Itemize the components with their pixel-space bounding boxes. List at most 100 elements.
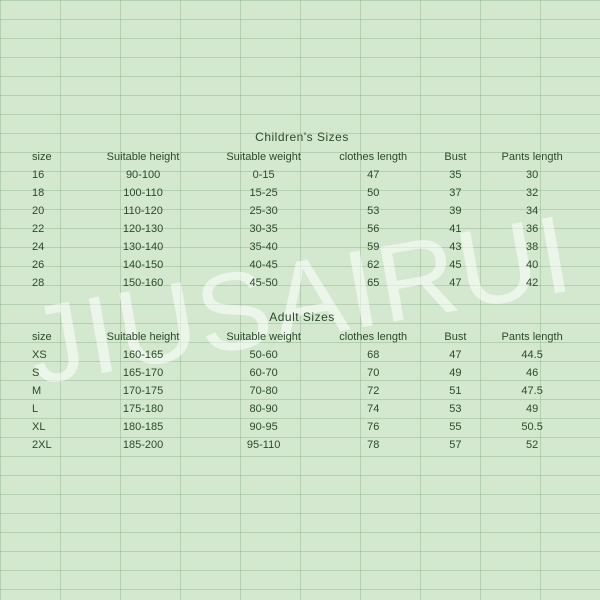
table-cell: 35 [423, 166, 489, 184]
table-row: 2XL185-20095-110785752 [28, 436, 576, 454]
table-cell: 80-90 [203, 400, 324, 418]
table-cell: 47 [423, 274, 489, 292]
table-cell: 35-40 [203, 238, 324, 256]
col-header: Bust [423, 148, 489, 166]
table-cell: 74 [324, 400, 423, 418]
table-cell: 53 [423, 400, 489, 418]
table-cell: 47 [423, 346, 489, 364]
table-cell: 53 [324, 202, 423, 220]
table-cell: 150-160 [83, 274, 204, 292]
col-header: Suitable weight [203, 328, 324, 346]
col-header: clothes length [324, 328, 423, 346]
col-header: Pants length [488, 148, 576, 166]
table-cell: 18 [28, 184, 83, 202]
table-cell: 56 [324, 220, 423, 238]
table-row: 28150-16045-50654742 [28, 274, 576, 292]
table-cell: 52 [488, 436, 576, 454]
children-sizes-table: size Suitable height Suitable weight clo… [28, 148, 576, 292]
table-cell: 30 [488, 166, 576, 184]
table-row: 24130-14035-40594338 [28, 238, 576, 256]
col-header: Bust [423, 328, 489, 346]
table-row: M170-17570-80725147.5 [28, 382, 576, 400]
table-cell: 50-60 [203, 346, 324, 364]
table-cell: 47.5 [488, 382, 576, 400]
table-cell: 72 [324, 382, 423, 400]
table-cell: 37 [423, 184, 489, 202]
table-cell: 47 [324, 166, 423, 184]
table-cell: 28 [28, 274, 83, 292]
table-cell: 130-140 [83, 238, 204, 256]
table-cell: M [28, 382, 83, 400]
table-cell: S [28, 364, 83, 382]
table-cell: 110-120 [83, 202, 204, 220]
table-cell: 45-50 [203, 274, 324, 292]
table-cell: XS [28, 346, 83, 364]
table-cell: 2XL [28, 436, 83, 454]
table-cell: 38 [488, 238, 576, 256]
table-cell: 26 [28, 256, 83, 274]
table-cell: 180-185 [83, 418, 204, 436]
table-cell: 120-130 [83, 220, 204, 238]
col-header: size [28, 328, 83, 346]
col-header: clothes length [324, 148, 423, 166]
table-cell: 34 [488, 202, 576, 220]
table-row: 22120-13030-35564136 [28, 220, 576, 238]
table-row: XS160-16550-60684744.5 [28, 346, 576, 364]
table-cell: 50 [324, 184, 423, 202]
table-row: 20110-12025-30533934 [28, 202, 576, 220]
table-cell: 25-30 [203, 202, 324, 220]
table-cell: 42 [488, 274, 576, 292]
children-sizes-caption: Children's Sizes [28, 130, 576, 144]
table-cell: 95-110 [203, 436, 324, 454]
table-cell: 49 [488, 400, 576, 418]
table-row: 18100-11015-25503732 [28, 184, 576, 202]
table-cell: 24 [28, 238, 83, 256]
table-cell: 32 [488, 184, 576, 202]
table-row: XL180-18590-95765550.5 [28, 418, 576, 436]
table-cell: 50.5 [488, 418, 576, 436]
table-cell: 40 [488, 256, 576, 274]
table-cell: 43 [423, 238, 489, 256]
table-cell: 76 [324, 418, 423, 436]
col-header: Suitable height [83, 328, 204, 346]
table-row: L175-18080-90745349 [28, 400, 576, 418]
table-row: 26140-15040-45624540 [28, 256, 576, 274]
table-cell: 57 [423, 436, 489, 454]
table-cell: 165-170 [83, 364, 204, 382]
table-row: S165-17060-70704946 [28, 364, 576, 382]
table-cell: 170-175 [83, 382, 204, 400]
adult-sizes-table: size Suitable height Suitable weight clo… [28, 328, 576, 454]
table-header-row: size Suitable height Suitable weight clo… [28, 328, 576, 346]
table-cell: 100-110 [83, 184, 204, 202]
spreadsheet-sheet: JIUSAIRUI Children's Sizes size Suitable… [0, 0, 600, 600]
table-cell: 46 [488, 364, 576, 382]
table-cell: 20 [28, 202, 83, 220]
table-row: 1690-1000-15473530 [28, 166, 576, 184]
table-cell: 41 [423, 220, 489, 238]
table-cell: 70-80 [203, 382, 324, 400]
table-cell: 55 [423, 418, 489, 436]
table-cell: 60-70 [203, 364, 324, 382]
table-header-row: size Suitable height Suitable weight clo… [28, 148, 576, 166]
table-cell: 36 [488, 220, 576, 238]
table-cell: 70 [324, 364, 423, 382]
table-cell: 15-25 [203, 184, 324, 202]
table-cell: 175-180 [83, 400, 204, 418]
table-cell: 185-200 [83, 436, 204, 454]
table-cell: 78 [324, 436, 423, 454]
table-cell: 160-165 [83, 346, 204, 364]
col-header: Suitable weight [203, 148, 324, 166]
table-cell: 16 [28, 166, 83, 184]
table-cell: 0-15 [203, 166, 324, 184]
col-header: Pants length [488, 328, 576, 346]
table-cell: L [28, 400, 83, 418]
table-cell: 68 [324, 346, 423, 364]
table-cell: 59 [324, 238, 423, 256]
table-cell: 39 [423, 202, 489, 220]
col-header: size [28, 148, 83, 166]
tables-container: Children's Sizes size Suitable height Su… [28, 130, 576, 472]
table-cell: 40-45 [203, 256, 324, 274]
table-cell: 45 [423, 256, 489, 274]
table-cell: 22 [28, 220, 83, 238]
table-cell: XL [28, 418, 83, 436]
